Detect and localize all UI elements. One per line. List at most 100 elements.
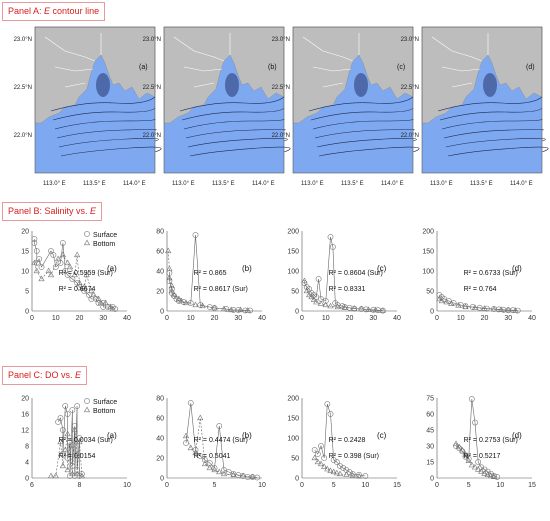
- contour-line: [179, 96, 285, 112]
- map-frame: [292, 26, 414, 174]
- point-surface: [168, 286, 175, 292]
- point-bottom: [220, 305, 228, 312]
- point-surface: [225, 469, 232, 475]
- y-tick-label: 20: [21, 229, 29, 236]
- point-bottom: [182, 299, 190, 306]
- map-frame: [163, 26, 285, 174]
- contour-line: [58, 138, 159, 148]
- point-bottom: [487, 472, 494, 478]
- x-tick-label: 10: [187, 315, 195, 322]
- y-tick-label: 0: [430, 476, 434, 483]
- x-tick-label: 10: [496, 482, 504, 489]
- contour-line: [50, 96, 156, 112]
- x-tick-label: 15: [528, 482, 536, 489]
- point-bottom: [83, 271, 90, 278]
- x-tick-label: 0: [435, 482, 439, 489]
- point-surface: [64, 455, 71, 461]
- y-tick-label: 20: [156, 456, 164, 463]
- contour-line: [441, 118, 543, 130]
- map-rivers: [431, 33, 489, 88]
- point-bottom: [197, 414, 204, 421]
- y-tick-label: 12: [21, 428, 29, 435]
- point-bottom: [175, 295, 182, 302]
- x-tick-label: 0: [165, 482, 169, 489]
- point-surface: [314, 451, 321, 457]
- y-tick-label: 10: [21, 269, 29, 276]
- r2-label: R² = 0.2753 (Sur): [464, 437, 518, 444]
- point-surface: [67, 439, 73, 445]
- point-bottom: [438, 297, 445, 304]
- map-lon-label: 113.5° E: [83, 181, 106, 187]
- point-surface: [33, 260, 40, 266]
- point-surface: [64, 411, 71, 417]
- y-tick-label: 50: [291, 289, 299, 296]
- trend-line-bottom: [167, 250, 248, 311]
- x-tick-label: 40: [258, 315, 266, 322]
- point-surface: [76, 284, 83, 290]
- point-surface: [76, 435, 83, 441]
- r2-label: R² = 0.398 (Sur): [329, 453, 379, 460]
- x-tick-label: 10: [52, 315, 60, 322]
- point-bottom: [211, 304, 218, 311]
- point-bottom: [244, 307, 251, 313]
- y-tick-label: 40: [156, 436, 164, 443]
- point-surface: [71, 423, 78, 429]
- y-tick-label: 0: [25, 309, 29, 316]
- point-bottom: [95, 295, 102, 302]
- map-lat-label: 23.0°N: [401, 37, 419, 43]
- point-bottom: [321, 463, 328, 469]
- point-bottom: [481, 305, 488, 311]
- map-subplot-label: (c): [397, 64, 405, 71]
- point-surface: [494, 474, 501, 480]
- scatter-plot-c-a: 6 8 10 0 4 8 12 16 20 (a)R² = 0.0034 (Sur) R² = 0.…: [21, 396, 131, 490]
- map-rivers: [44, 33, 102, 88]
- point-bottom: [187, 444, 194, 451]
- x-tick-label: 10: [322, 315, 330, 322]
- y-tick-label: 0: [430, 309, 434, 316]
- point-bottom: [199, 302, 206, 309]
- x-tick-label: 20: [76, 315, 84, 322]
- point-bottom: [327, 467, 334, 473]
- trend-line-bottom: [304, 280, 383, 311]
- point-bottom: [81, 283, 88, 290]
- map-lat-label: 22.5°N: [14, 85, 32, 91]
- point-bottom: [301, 277, 308, 284]
- point-bottom: [171, 291, 178, 298]
- point-surface: [59, 240, 66, 246]
- r2-label: R² = 0.6733 (Sur): [464, 270, 518, 277]
- point-bottom: [351, 305, 358, 311]
- point-surface: [31, 236, 38, 242]
- x-tick-label: 10: [258, 482, 266, 489]
- point-surface: [183, 440, 189, 446]
- point-bottom: [498, 306, 505, 312]
- x-tick-label: 0: [30, 315, 34, 322]
- map-subplot-label: (a): [139, 64, 148, 71]
- contour-line: [189, 146, 291, 157]
- y-tick-label: 50: [291, 456, 299, 463]
- point-surface: [356, 471, 362, 478]
- r2-label: R² = 0.8331: [329, 286, 366, 293]
- r2-label: R² = 0.0154: [59, 453, 96, 460]
- point-bottom: [462, 303, 469, 310]
- r2-label: R² = 0.2428: [329, 437, 366, 444]
- x-tick-label: 20: [481, 315, 489, 322]
- point-bottom: [71, 271, 78, 278]
- map-rivers: [302, 33, 360, 88]
- point-bottom: [334, 303, 341, 310]
- y-tick-label: 16: [21, 412, 29, 419]
- point-bottom: [62, 446, 69, 453]
- point-bottom: [211, 466, 218, 473]
- point-bottom: [237, 306, 244, 313]
- point-bottom: [349, 472, 356, 478]
- y-tick-label: 50: [426, 289, 434, 296]
- point-surface: [221, 467, 227, 473]
- point-surface: [216, 423, 223, 429]
- x-tick-label: 20: [211, 315, 219, 322]
- point-bottom: [452, 440, 460, 446]
- contour-line: [447, 146, 549, 157]
- point-surface: [453, 443, 459, 449]
- legend-bottom-label: Bottom: [93, 241, 115, 248]
- point-surface: [346, 469, 353, 475]
- point-bottom: [317, 300, 325, 306]
- point-bottom: [74, 251, 81, 258]
